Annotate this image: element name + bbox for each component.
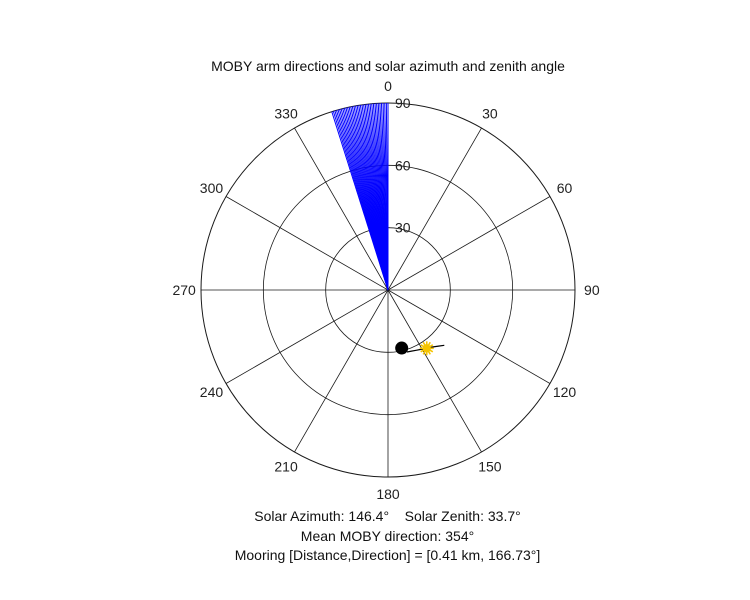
- solar-caption: Solar Azimuth: 146.4° Solar Zenith: 33.7…: [254, 508, 521, 524]
- chart-title: MOBY arm directions and solar azimuth an…: [211, 58, 565, 74]
- radial-tick-label: 90: [395, 95, 411, 111]
- angular-tick-label: 270: [172, 282, 196, 298]
- angular-gridline: [225, 196, 389, 291]
- polar-grid: [200, 102, 576, 478]
- angular-gridline: [387, 127, 482, 291]
- angular-tick-label: 90: [584, 282, 600, 298]
- polar-data: [331, 103, 445, 356]
- angular-gridline: [387, 196, 551, 291]
- angular-tick-label: 60: [557, 180, 573, 196]
- polar-labels: 0 30 60 90 120 150 180 210 240 270 300 330 30 60 90: [172, 78, 599, 502]
- angular-gridline: [294, 289, 389, 453]
- angular-tick-label: 300: [200, 180, 224, 196]
- mooring-caption: Mooring [Distance,Direction] = [0.41 km,…: [234, 547, 541, 563]
- angular-tick-label: 240: [200, 384, 224, 400]
- radial-tick-label: 30: [395, 220, 411, 236]
- angular-gridline: [294, 127, 389, 291]
- angular-tick-label: 180: [376, 486, 400, 502]
- mooring-marker: [395, 341, 409, 355]
- sun-marker: [419, 341, 434, 356]
- moby-direction-caption: Mean MOBY direction: 354°: [300, 528, 475, 544]
- angular-tick-label: 210: [274, 459, 298, 475]
- angular-tick-label: 30: [482, 105, 498, 121]
- angular-gridline: [387, 289, 482, 453]
- angular-tick-label: 150: [478, 459, 502, 475]
- sun-disc: [422, 344, 431, 353]
- angular-tick-label: 120: [553, 384, 577, 400]
- angular-gridline: [225, 289, 389, 384]
- angular-tick-label: 330: [274, 105, 298, 121]
- radial-tick-label: 60: [395, 157, 411, 173]
- angular-tick-label: 0: [384, 78, 392, 94]
- angular-gridline: [387, 289, 551, 384]
